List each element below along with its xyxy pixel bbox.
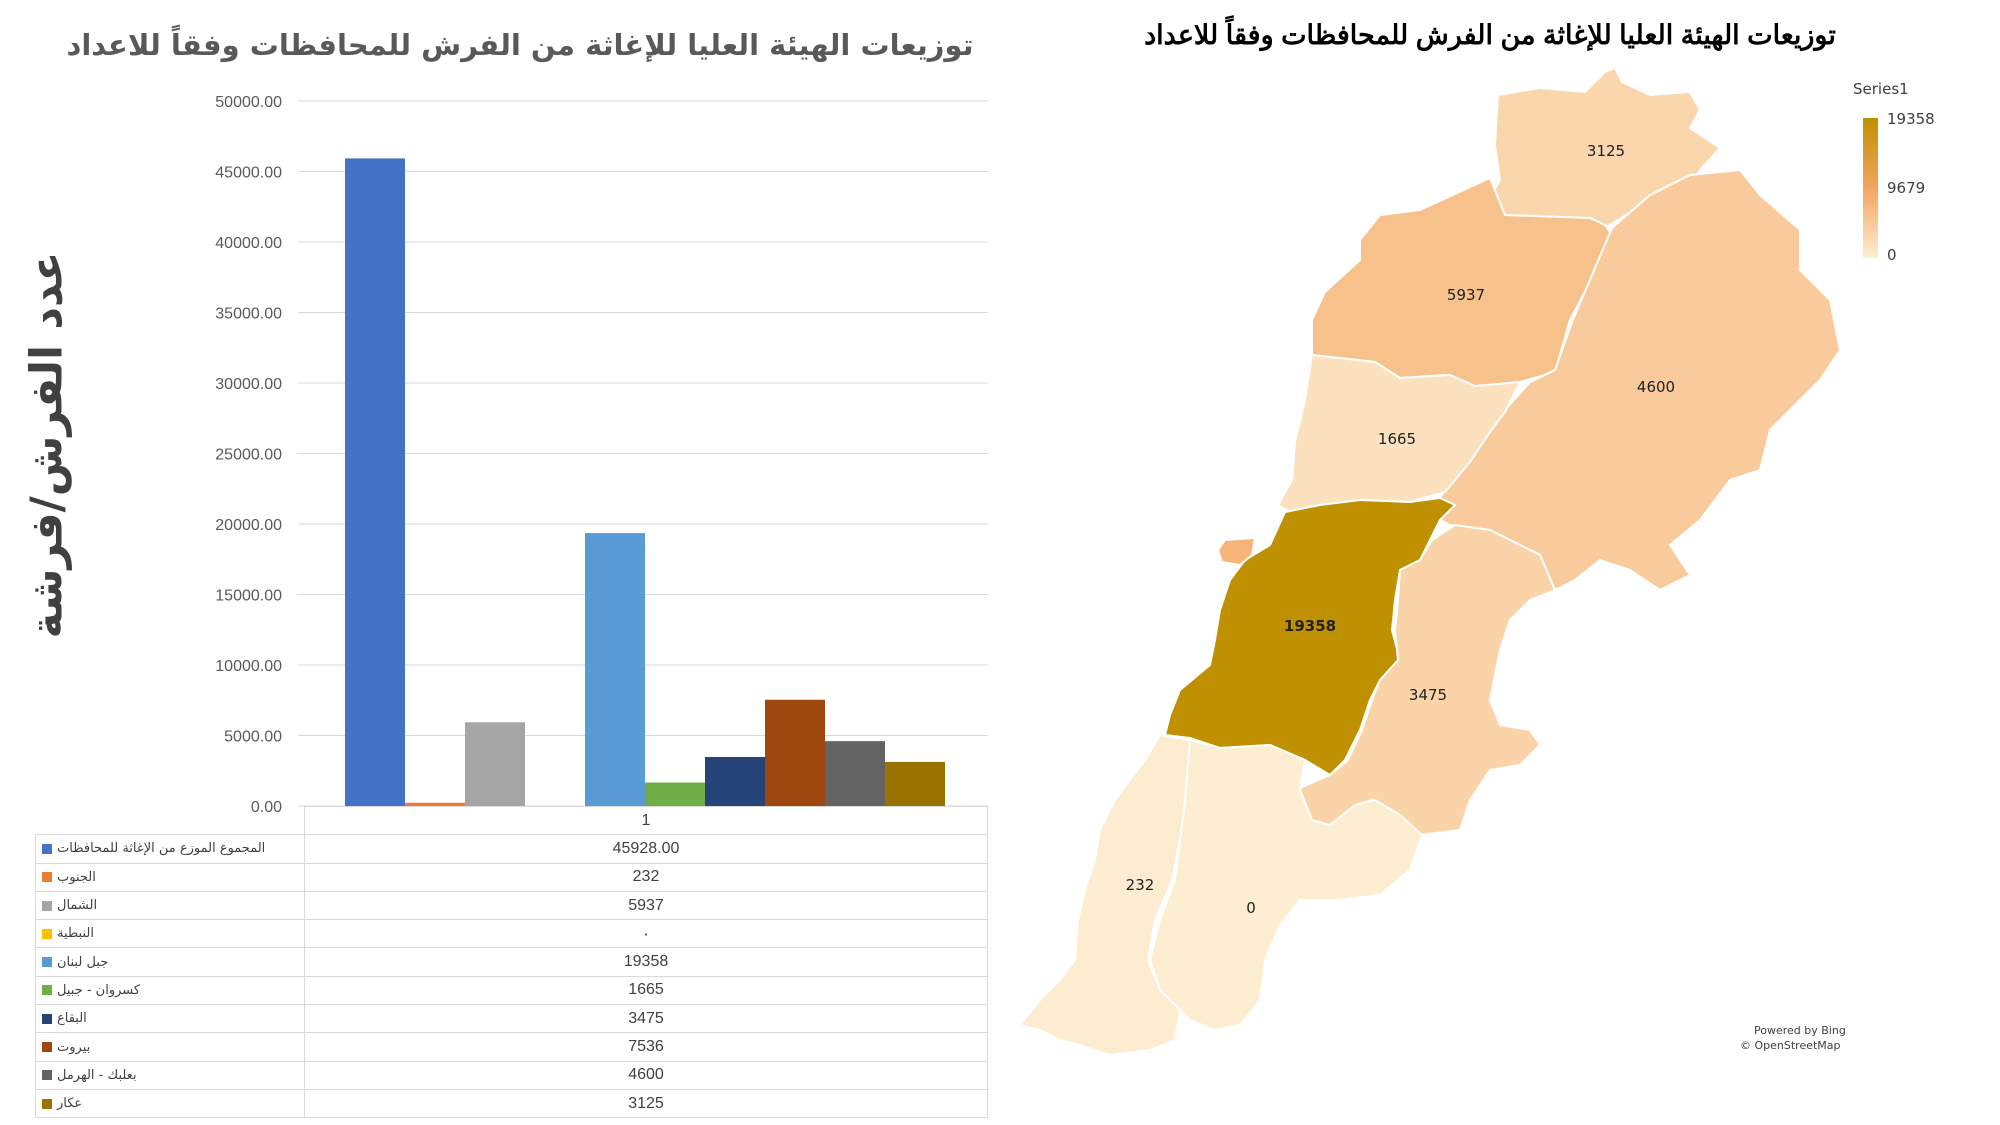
map-legend-title: Series1 [1853,80,1909,98]
series-value: 19358 [304,947,988,977]
series-legend-cell: النبطية [35,919,305,949]
bar[interactable] [345,158,405,806]
legend-swatch [42,843,52,854]
series-value: 232 [304,862,988,892]
legend-swatch [42,872,52,883]
series-value: 45928.00 [304,834,988,864]
series-name: بعلبك - الهرمل [57,1067,137,1083]
y-tick-label: 40000.00 [215,235,282,252]
legend-max-label: 19358 [1887,110,1935,128]
series-name: المجموع الموزع من الإغاثة للمحافظات [57,841,266,857]
series-value: 3475 [304,1004,988,1034]
table-row: الجنوب 232 [35,862,988,892]
y-tick-label: 35000.00 [215,306,282,323]
legend-min-label: 0 [1887,246,1897,264]
region-value-label: 232 [1126,876,1155,894]
y-tick-label: 0.00 [251,799,282,816]
y-tick-label: 10000.00 [215,658,282,675]
series-name: جبل لبنان [57,954,109,970]
legend-swatch [42,985,52,996]
series-legend-cell: كسروان - جبيل [35,975,305,1006]
series-value: 3125 [304,1088,988,1119]
bar[interactable] [585,533,645,806]
region-value-label: 1665 [1378,430,1416,448]
legend-swatch [42,928,52,939]
region-value-label: 4600 [1637,378,1675,396]
bar[interactable] [885,761,945,806]
bar[interactable] [465,722,525,806]
series-legend-cell: جبل لبنان [35,947,305,977]
legend-swatch [42,1070,52,1081]
y-tick-label: 15000.00 [215,588,282,605]
table-header-row: 1 [36,805,988,836]
table-row: المجموع الموزع من الإغاثة للمحافظات 45928… [35,834,988,864]
series-legend-cell: المجموع الموزع من الإغاثة للمحافظات [35,834,305,864]
series-name: عكار [57,1096,83,1112]
series-legend-cell: عكار [35,1088,305,1119]
series-name: كسروان - جبيل [57,982,141,998]
y-tick-label: 20000.00 [215,517,282,534]
bar[interactable] [405,802,465,806]
bar-chart-title: توزيعات الهيئة العليا للإغاثة من الفرش ل… [66,28,974,62]
y-tick-label: 25000.00 [215,447,282,464]
region-keserwan-jbeil[interactable] [1276,353,1522,514]
region-value-label: 3475 [1409,686,1447,704]
table-row: البقاع 3475 [35,1004,988,1034]
map-labels: 3125 5937 4600 1665 19358 3475 232 0 [1126,142,1675,917]
bars [345,158,945,806]
legend-swatch [42,957,52,968]
table-row: كسروان - جبيل 1665 [35,975,988,1006]
table-row: عكار 3125 [35,1088,988,1119]
legend-swatch [42,1042,52,1053]
series-value: ٠ [304,919,988,949]
map-title: توزيعات الهيئة العليا للإغاثة من الفرش ل… [1144,20,1836,50]
table-row: جبل لبنان 19358 [35,947,988,977]
bar[interactable] [705,757,765,806]
legend-swatch [42,1013,52,1024]
region-nabatieh[interactable] [1148,738,1424,1032]
region-value-label: 0 [1246,899,1256,917]
series-value: 1665 [304,975,988,1006]
y-tick-label: 50000.00 [215,94,282,111]
y-tick-label: 45000.00 [215,165,282,182]
bar[interactable] [825,741,885,806]
y-ticks: 0.00 5000.00 10000.00 15000.00 20000.00 25000… [215,94,282,816]
data-table: 1 المجموع الموزع من الإغاثة للمحافظات 459… [35,805,988,1119]
legend-swatch [42,1098,52,1109]
table-category-header: 1 [304,805,988,836]
y-tick-label: 5000.00 [224,729,282,746]
series-name: الشمال [57,898,98,914]
credit-bing: Powered by Bing [1754,1024,1846,1037]
table-row: الشمال 5937 [35,890,988,921]
series-name: النبطية [57,926,94,942]
map-legend-gradient [1863,118,1878,258]
series-legend-cell: البقاع [35,1004,305,1034]
bar-chart: 0.00 5000.00 10000.00 15000.00 20000.00 25000… [215,94,988,816]
series-name: بيروت [57,1039,91,1055]
series-name: البقاع [57,1011,87,1027]
region-value-label: 19358 [1284,617,1336,635]
y-tick-label: 30000.00 [215,376,282,393]
region-value-label: 5937 [1447,286,1485,304]
series-name: الجنوب [57,869,96,885]
credit-osm: © OpenStreetMap [1740,1039,1841,1052]
region-value-label: 3125 [1587,142,1625,160]
region-south[interactable] [1018,733,1192,1057]
series-value: 5937 [304,890,988,921]
region-beirut[interactable] [1216,536,1257,567]
series-legend-cell: الشمال [35,890,305,921]
table-row: النبطية ٠ [35,919,988,949]
series-legend-cell: الجنوب [35,862,305,892]
legend-mid-label: 9679 [1887,179,1926,197]
region-mount-lebanon[interactable] [1163,496,1457,777]
table-row: بيروت 7536 [35,1032,988,1062]
bar[interactable] [645,782,705,806]
legend-swatch [42,900,52,911]
bar[interactable] [765,699,825,806]
